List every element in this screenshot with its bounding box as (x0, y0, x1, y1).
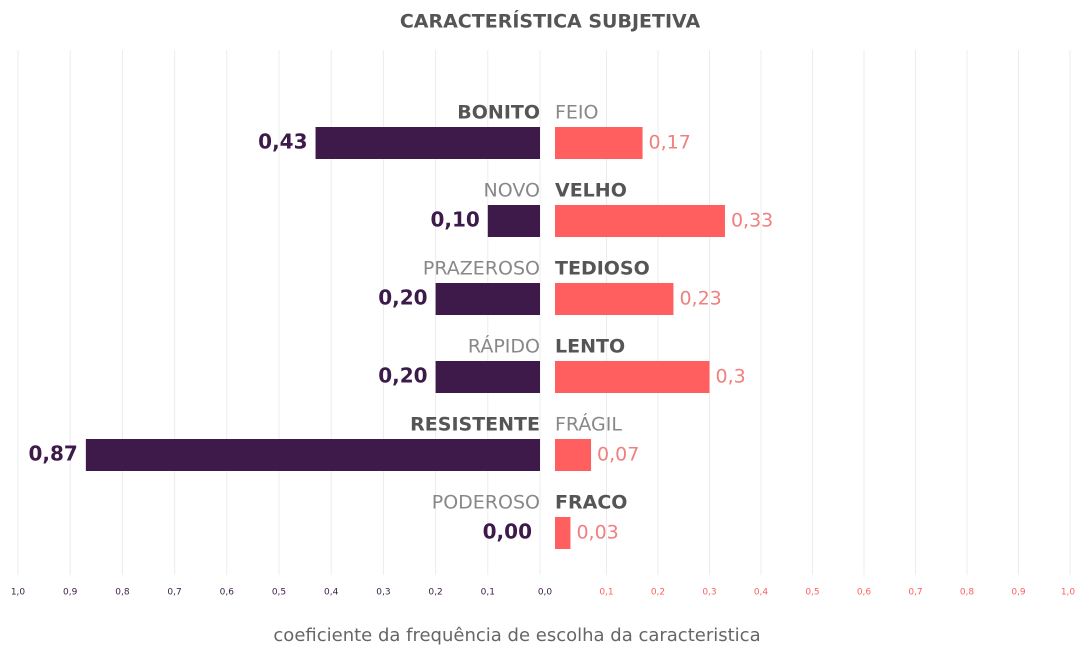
right-bar (555, 361, 710, 393)
right-value-label: 0,17 (649, 132, 691, 154)
left-bar (315, 127, 540, 159)
right-bar (555, 283, 674, 315)
left-bar (487, 205, 540, 237)
left-value-label: 0,87 (29, 442, 78, 466)
x-tick-label: 0,2 (428, 588, 442, 598)
left-value-label: 0,10 (430, 208, 479, 232)
right-category-label: FRACO (555, 492, 627, 514)
left-category-label: PODEROSO (432, 492, 540, 514)
left-category-label: PRAZEROSO (423, 258, 540, 280)
x-tick-label: 0,7 (908, 588, 922, 598)
left-category-label: NOVO (484, 180, 540, 202)
x-tick-label: 0,9 (1011, 588, 1026, 598)
x-tick-label: 0,3 (702, 588, 716, 598)
x-tick-label: 0,9 (63, 588, 78, 598)
right-category-label: FRÁGIL (555, 413, 622, 436)
x-tick-label: 0,6 (857, 588, 872, 598)
x-tick-label: 0,4 (324, 588, 339, 598)
left-value-label: 0,20 (378, 364, 427, 388)
right-value-label: 0,23 (679, 288, 721, 310)
left-bar (435, 283, 540, 315)
right-value-label: 0,33 (731, 210, 773, 232)
right-bar (555, 517, 571, 549)
left-category-label: RESISTENTE (410, 414, 540, 436)
right-category-label: FEIO (555, 102, 599, 124)
right-value-label: 0,07 (597, 444, 639, 466)
x-tick-label: 0,2 (651, 588, 665, 598)
left-bar (435, 361, 540, 393)
right-bar (555, 439, 592, 471)
x-tick-label: 0,7 (167, 588, 181, 598)
x-tick-label: 0,1 (599, 588, 613, 598)
left-category-label: RÁPIDO (468, 335, 540, 358)
x-tick-label: 1,0 (11, 588, 26, 598)
left-bar (85, 439, 541, 471)
right-value-label: 0,03 (576, 522, 618, 544)
x-axis-label: coeficiente da frequência de escolha da … (273, 625, 760, 646)
left-category-label: BONITO (457, 102, 540, 124)
x-tick-label: 0,3 (376, 588, 390, 598)
x-tick-label: 0,8 (960, 588, 975, 598)
x-tick-label: 0,0 (538, 588, 553, 598)
right-bar (555, 127, 643, 159)
right-category-label: VELHO (555, 180, 627, 202)
right-value-label: 0,3 (716, 366, 746, 388)
left-value-label: 0,43 (258, 130, 307, 154)
right-bar (555, 205, 725, 237)
left-value-label: 0,20 (378, 286, 427, 310)
right-category-label: LENTO (555, 336, 625, 358)
x-tick-label: 0,1 (481, 588, 495, 598)
x-tick-label: 0,6 (220, 588, 235, 598)
x-tick-label: 1,0 (1061, 588, 1076, 598)
left-value-label: 0,00 (483, 520, 532, 544)
chart-title: CARACTERÍSTICA SUBJETIVA (400, 10, 701, 33)
right-category-label: TEDIOSO (555, 258, 650, 280)
x-tick-label: 0,5 (805, 588, 819, 598)
x-tick-label: 0,5 (272, 588, 286, 598)
x-tick-label: 0,4 (754, 588, 769, 598)
x-tick-label: 0,8 (115, 588, 130, 598)
